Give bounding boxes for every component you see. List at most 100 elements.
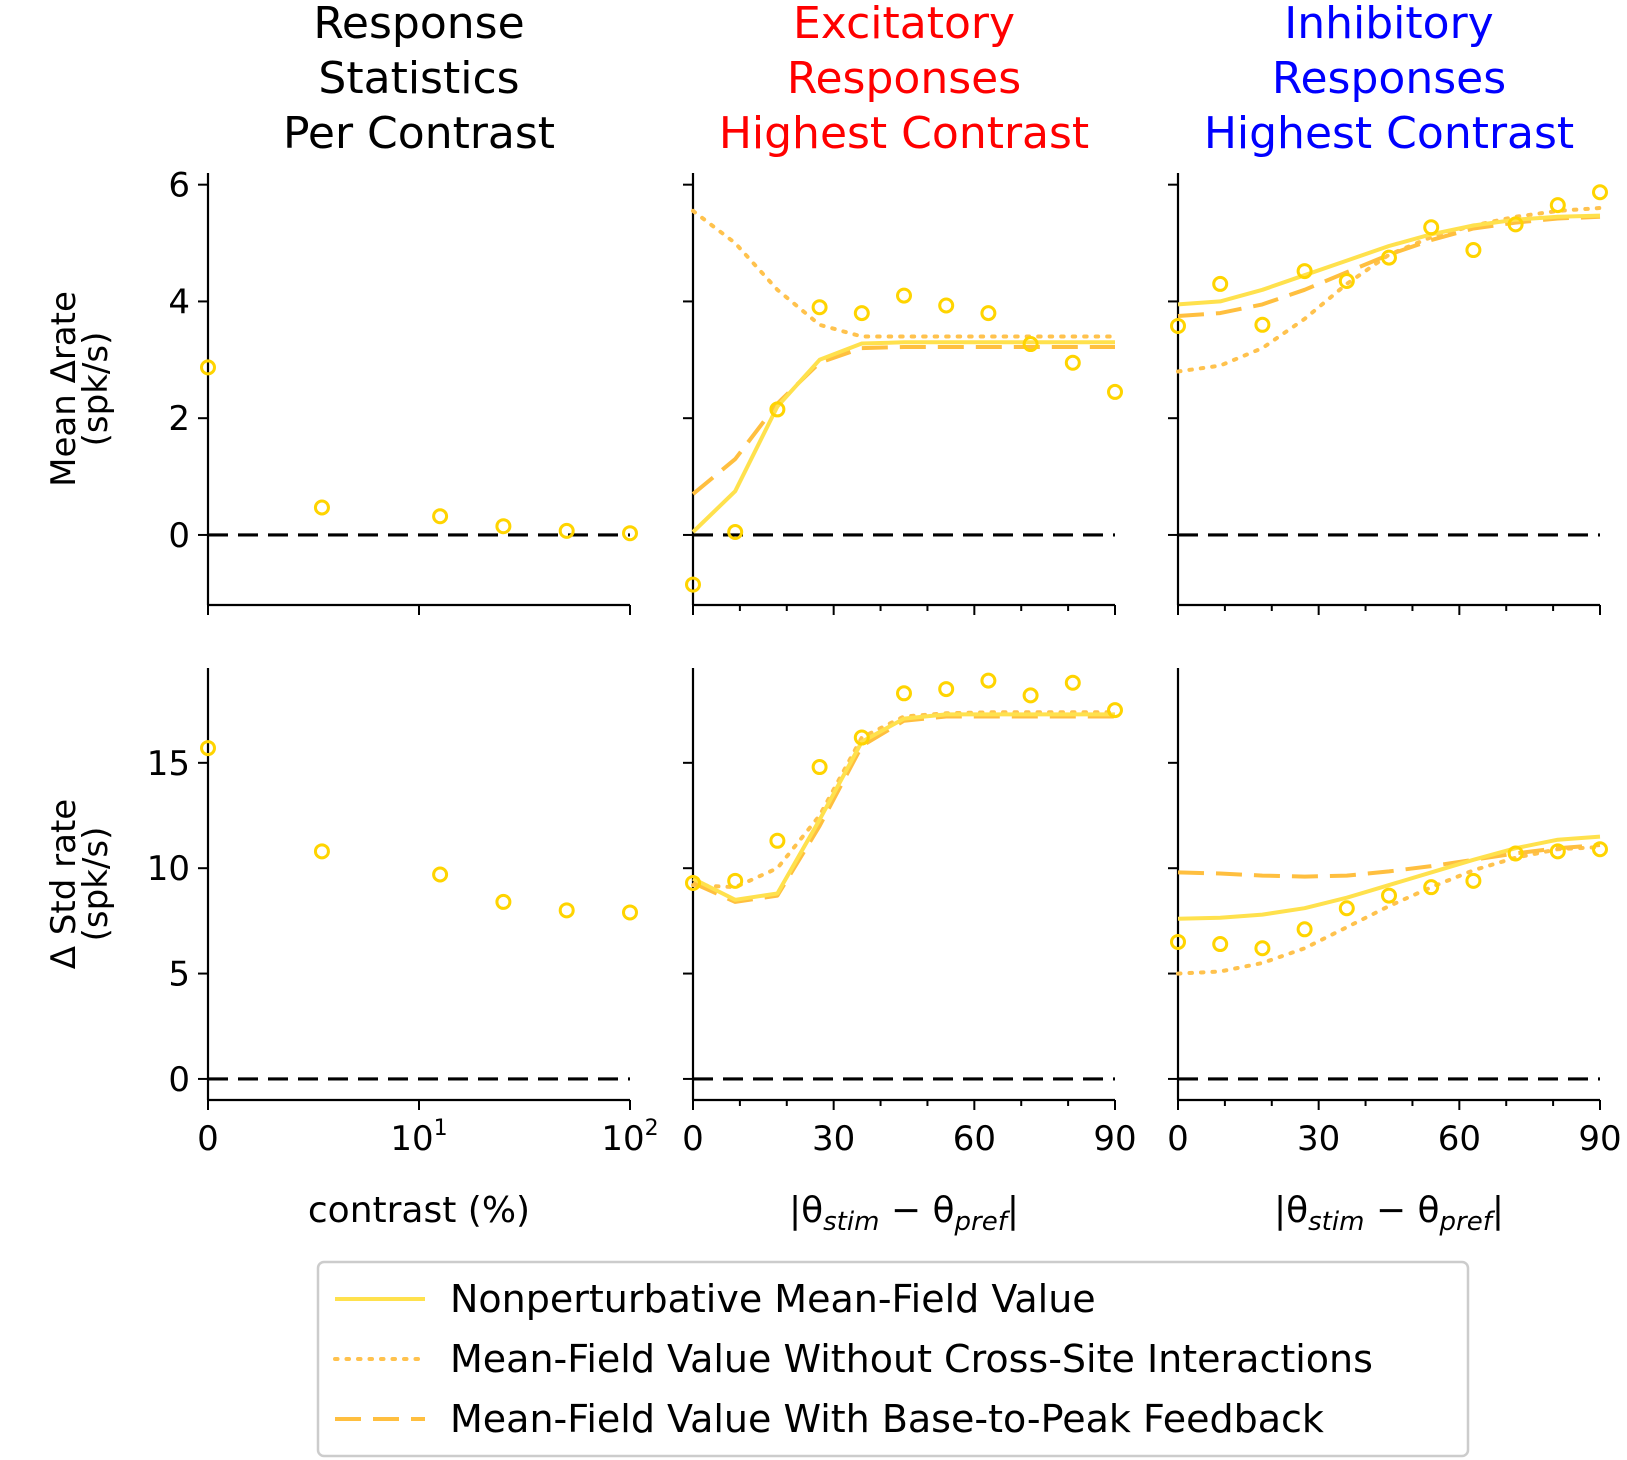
data-point — [313, 843, 330, 860]
data-point — [495, 893, 512, 910]
x-tick-label: 0 — [1167, 1119, 1189, 1159]
series-line-dashed — [691, 345, 1115, 496]
data-point — [1022, 687, 1039, 704]
data-point — [1549, 843, 1566, 860]
data-point — [896, 287, 912, 304]
panel-title-line: Responses — [787, 53, 1021, 104]
chart-panel-5: 0 30 60 90 |θstim − θpref| — [682, 668, 1137, 1237]
data-point — [1507, 845, 1524, 862]
x-axis-label-part: |θ — [789, 1190, 823, 1231]
x-axis-label-part: | — [1007, 1190, 1019, 1231]
series-line-solid — [1177, 834, 1601, 921]
data-point — [980, 672, 997, 689]
data-point — [727, 872, 744, 889]
data-point — [853, 305, 870, 322]
x-tick-label-base: 10 — [601, 1119, 644, 1159]
legend: Nonperturbative Mean-Field Value Mean-Fie… — [316, 1260, 1470, 1458]
data-point — [769, 401, 786, 418]
x-axis-label: contrast (%) — [308, 1190, 530, 1231]
data-point — [938, 681, 955, 698]
data-point — [200, 740, 216, 757]
data-point — [811, 299, 828, 316]
data-point — [1212, 936, 1229, 953]
data-point — [622, 904, 638, 921]
panel-title-line: Excitatory — [793, 0, 1015, 49]
x-axis-label-part: | — [1492, 1190, 1504, 1231]
data-point — [896, 685, 912, 702]
x-axis-label-subscript: pref — [1439, 1207, 1496, 1237]
data-point — [685, 576, 701, 593]
x-tick-label: 60 — [953, 1119, 996, 1159]
data-point — [1254, 316, 1271, 333]
data-point — [1465, 872, 1482, 889]
data-point — [1465, 242, 1482, 259]
data-point — [1507, 216, 1524, 233]
data-point — [1592, 841, 1608, 858]
panel-title-line: Responses — [1272, 53, 1506, 104]
panel-title-line: Highest Contrast — [1204, 108, 1574, 159]
x-tick-label-base: 10 — [390, 1119, 433, 1159]
series-line-dashed — [692, 714, 1115, 904]
series-line-solid — [691, 340, 1115, 534]
data-point — [313, 499, 330, 516]
series-line-dotted — [691, 208, 1117, 339]
data-point — [811, 759, 828, 776]
data-point — [1296, 921, 1313, 938]
y-axis-label-line: Δ Std rate — [44, 799, 84, 969]
legend-item-label: Mean-Field Value Without Cross-Site Inte… — [450, 1337, 1373, 1381]
data-point — [938, 297, 955, 314]
data-point — [685, 874, 701, 891]
y-tick-label: 2 — [168, 399, 190, 439]
panel-title-line: Per Contrast — [283, 108, 555, 159]
x-tick-label: 0 — [197, 1119, 219, 1159]
data-point — [1296, 263, 1313, 280]
data-point — [1338, 900, 1355, 917]
data-point — [432, 508, 449, 525]
x-axis-label-part: − θ — [879, 1190, 954, 1231]
series-line-dashed — [1177, 843, 1601, 879]
legend-item-label: Mean-Field Value With Base-to-Peak Feedb… — [450, 1397, 1324, 1441]
y-tick-label: 10 — [147, 849, 190, 889]
y-axis-label-line: (spk/s) — [76, 332, 116, 447]
data-point — [1381, 249, 1397, 266]
x-axis-label: |θstim − θpref| — [789, 1190, 1019, 1237]
x-tick-label: 90 — [1578, 1119, 1621, 1159]
series-line-dashed — [1177, 214, 1601, 318]
data-point — [1212, 275, 1229, 292]
data-point — [1170, 933, 1186, 950]
y-tick-label: 4 — [168, 282, 190, 322]
series-line-dotted — [1176, 845, 1602, 976]
data-point — [1107, 383, 1123, 400]
x-tick-label: 0 — [682, 1119, 704, 1159]
legend-item-label: Nonperturbative Mean-Field Value — [450, 1277, 1096, 1321]
panel-title-line: Inhibitory — [1284, 0, 1493, 49]
y-tick-label: 15 — [147, 744, 190, 784]
x-axis-label: |θstim − θpref| — [1274, 1190, 1504, 1237]
panel-title-line: Highest Contrast — [719, 108, 1089, 159]
y-tick-label: 5 — [168, 955, 190, 995]
x-axis-label-part: |θ — [1274, 1190, 1308, 1231]
x-tick-label: 90 — [1093, 1119, 1136, 1159]
data-point — [558, 902, 575, 919]
data-point — [1423, 219, 1440, 236]
series-line-dotted — [1176, 206, 1602, 374]
x-tick-label: 60 — [1438, 1119, 1481, 1159]
x-axis-label-subscript: stim — [1308, 1207, 1364, 1237]
x-tick-label: 102 — [601, 1116, 658, 1159]
data-point — [1107, 702, 1123, 719]
chart-panel-6: 0 30 60 90 |θstim − θpref| — [1167, 668, 1622, 1237]
data-point — [1592, 184, 1608, 201]
x-tick-label-base: 0 — [197, 1119, 219, 1159]
y-axis-label-line: Mean Δrate — [44, 291, 84, 487]
data-point — [1064, 354, 1081, 371]
data-point — [769, 832, 786, 849]
data-point — [727, 524, 744, 541]
data-point — [432, 866, 449, 883]
panel-title-line: Response — [313, 0, 524, 49]
data-point — [1549, 197, 1566, 214]
